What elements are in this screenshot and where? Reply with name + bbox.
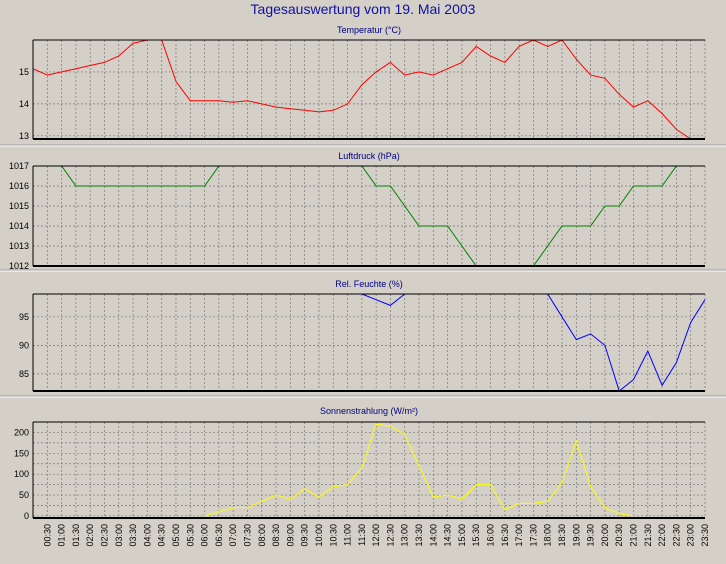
x-tick-label: 13:00 [400, 524, 410, 547]
x-tick-label: 22:00 [657, 524, 667, 547]
x-tick-label: 18:00 [543, 524, 553, 547]
y-tick-label: 50 [19, 490, 29, 500]
plot-area [33, 40, 705, 139]
x-tick-label: 23:30 [700, 524, 710, 547]
x-tick-label: 09:30 [300, 524, 310, 547]
x-tick-label: 14:00 [428, 524, 438, 547]
x-tick-label: 20:30 [614, 524, 624, 547]
x-tick-label: 12:30 [385, 524, 395, 547]
x-tick-label: 16:30 [500, 524, 510, 547]
x-tick-label: 16:00 [486, 524, 496, 547]
x-tick-label: 05:00 [171, 524, 181, 547]
y-tick-label: 15 [19, 67, 29, 77]
panel-title: Rel. Feuchte (%) [335, 279, 403, 289]
y-tick-label: 1012 [9, 261, 29, 271]
x-tick-label: 02:00 [85, 524, 95, 547]
y-tick-label: 200 [14, 427, 29, 437]
x-tick-label: 17:30 [528, 524, 538, 547]
x-tick-label: 17:00 [514, 524, 524, 547]
y-tick-label: 13 [19, 131, 29, 141]
x-tick-label: 12:00 [371, 524, 381, 547]
plot-area [33, 422, 705, 518]
panel-title: Luftdruck (hPa) [338, 151, 400, 161]
x-tick-label: 15:30 [471, 524, 481, 547]
x-tick-label: 19:30 [586, 524, 596, 547]
x-tick-label: 00:30 [42, 524, 52, 547]
x-tick-label: 04:00 [142, 524, 152, 547]
x-tick-label: 10:30 [328, 524, 338, 547]
x-tick-label: 20:00 [600, 524, 610, 547]
y-tick-label: 85 [19, 369, 29, 379]
x-tick-label: 21:00 [629, 524, 639, 547]
y-tick-label: 14 [19, 99, 29, 109]
series-line [33, 40, 705, 139]
x-tick-label: 02:30 [99, 524, 109, 547]
y-tick-label: 1017 [9, 161, 29, 171]
panel-title: Sonnenstrahlung (W/m²) [320, 406, 418, 416]
x-tick-label: 10:00 [314, 524, 324, 547]
x-tick-label: 01:00 [57, 524, 67, 547]
x-tick-label: 08:30 [271, 524, 281, 547]
y-tick-label: 100 [14, 469, 29, 479]
y-tick-label: 90 [19, 340, 29, 350]
x-tick-label: 21:30 [643, 524, 653, 547]
y-tick-label: 1016 [9, 181, 29, 191]
x-tick-label: 01:30 [71, 524, 81, 547]
x-tick-label: 06:00 [200, 524, 210, 547]
y-tick-label: 1015 [9, 201, 29, 211]
x-tick-label: 14:30 [443, 524, 453, 547]
series-line [360, 294, 705, 391]
plot-area [33, 166, 705, 266]
x-tick-label: 07:30 [242, 524, 252, 547]
x-tick-label: 11:30 [357, 524, 367, 546]
y-tick-label: 95 [19, 312, 29, 322]
y-tick-label: 150 [14, 448, 29, 458]
x-tick-label: 07:00 [228, 524, 238, 547]
x-tick-label: 19:00 [571, 524, 581, 547]
page-title: Tagesauswertung vom 19. Mai 2003 [250, 1, 476, 17]
panel-title: Temperatur (°C) [337, 25, 401, 35]
series-line [204, 423, 634, 517]
x-tick-label: 08:00 [257, 524, 267, 547]
y-tick-label: 0 [24, 511, 29, 521]
x-tick-label: 09:00 [285, 524, 295, 547]
x-tick-label: 23:00 [686, 524, 696, 547]
x-tick-label: 03:30 [128, 524, 138, 547]
x-tick-label: 18:30 [557, 524, 567, 547]
x-tick-label: 03:00 [114, 524, 124, 547]
y-tick-label: 1013 [9, 241, 29, 251]
plot-area [33, 294, 705, 391]
x-tick-label: 22:30 [671, 524, 681, 547]
x-tick-label: 05:30 [185, 524, 195, 547]
series-line [60, 166, 678, 266]
y-tick-label: 1014 [9, 221, 29, 231]
x-tick-label: 15:00 [457, 524, 467, 547]
x-tick-label: 04:30 [157, 524, 167, 547]
x-tick-label: 06:30 [214, 524, 224, 547]
x-tick-label: 11:00 [343, 524, 353, 546]
x-tick-label: 13:30 [414, 524, 424, 547]
